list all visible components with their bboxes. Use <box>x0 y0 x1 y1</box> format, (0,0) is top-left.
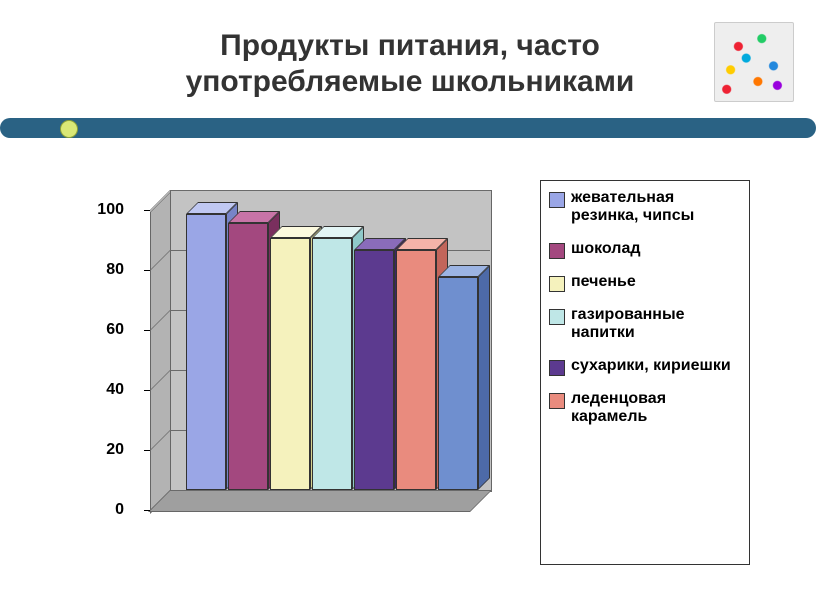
legend-item: сухарики, кириешки <box>549 357 741 376</box>
ytick-label: 80 <box>106 261 124 279</box>
accent-bar <box>0 118 816 138</box>
ytick-mark <box>144 330 150 331</box>
legend-label: леденцовая карамель <box>571 390 741 427</box>
bar-front <box>438 277 478 490</box>
gridline <box>170 490 490 491</box>
bullet-icon <box>60 120 78 138</box>
legend-swatch-icon <box>549 276 565 292</box>
bar-front <box>312 238 352 490</box>
candy-image-icon <box>714 22 794 102</box>
bar-front <box>354 250 394 490</box>
legend-item: печенье <box>549 273 741 292</box>
bar <box>270 190 310 490</box>
legend-swatch-icon <box>549 360 565 376</box>
bars-container <box>180 190 480 490</box>
plot-area: 020406080100 <box>150 190 490 510</box>
bar <box>354 190 394 490</box>
ytick-mark <box>144 390 150 391</box>
legend-item: жевательная резинка, чипсы <box>549 189 741 226</box>
legend: жевательная резинка, чипсы шоколад печенье… <box>540 180 750 565</box>
ytick-label: 40 <box>106 381 124 399</box>
bar <box>186 190 226 490</box>
ytick-mark <box>144 450 150 451</box>
legend-label: шоколад <box>571 240 641 258</box>
ytick-label: 0 <box>115 501 124 519</box>
bar <box>396 190 436 490</box>
legend-label: газированные напитки <box>571 306 741 343</box>
legend-label: жевательная резинка, чипсы <box>571 189 741 226</box>
legend-item: газированные напитки <box>549 306 741 343</box>
left-wall <box>150 190 172 514</box>
bar-front <box>396 250 436 490</box>
floor <box>148 490 492 512</box>
ytick-label: 100 <box>97 201 124 219</box>
bar-front <box>270 238 310 490</box>
ytick-mark <box>144 270 150 271</box>
legend-swatch-icon <box>549 393 565 409</box>
bar <box>312 190 352 490</box>
ytick-label: 20 <box>106 441 124 459</box>
ytick-mark <box>144 510 150 511</box>
bar <box>228 190 268 490</box>
legend-item: шоколад <box>549 240 741 259</box>
legend-item: леденцовая карамель <box>549 390 741 427</box>
slide: Продукты питания, часто употребляемые шк… <box>0 0 816 613</box>
bar-side <box>478 265 490 490</box>
bar-front <box>228 223 268 490</box>
slide-title: Продукты питания, часто употребляемые шк… <box>100 28 720 100</box>
legend-swatch-icon <box>549 309 565 325</box>
bar <box>438 190 478 490</box>
legend-swatch-icon <box>549 243 565 259</box>
legend-label: печенье <box>571 273 636 291</box>
ytick-label: 60 <box>106 321 124 339</box>
chart: 020406080100 жевательная резинка, чипсыш… <box>100 180 800 580</box>
legend-swatch-icon <box>549 192 565 208</box>
legend-label: сухарики, кириешки <box>571 357 731 375</box>
bar-front <box>186 214 226 490</box>
ytick-mark <box>144 210 150 211</box>
